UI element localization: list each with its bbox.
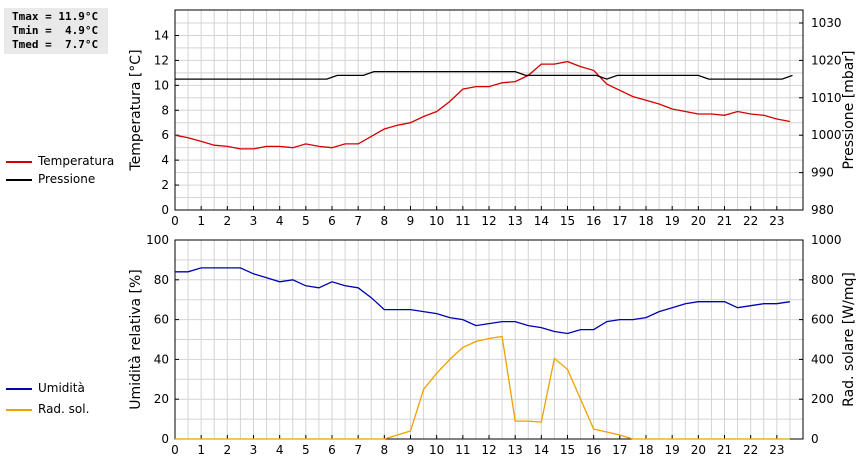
y-tick-label: 20 [154,392,169,406]
x-tick-label: 3 [250,443,258,457]
y2-tick-label: 200 [811,392,834,406]
y2-tick-label: 400 [811,352,834,366]
x-tick-label: 5 [302,443,310,457]
legend-item-umidita: Umidità [6,381,156,397]
stats-box: Tmax = 11.9°C Tmin = 4.9°C Tmed = 7.7°C [4,8,108,54]
y-tick-label: 12 [154,53,169,67]
y-tick-label: 8 [161,103,169,117]
x-tick-label: 21 [717,214,732,228]
y2-tick-label: 1020 [811,53,842,67]
legend-swatch-pressione [6,179,32,181]
x-tick-label: 10 [429,214,444,228]
x-tick-label: 19 [665,443,680,457]
x-tick-label: 17 [612,443,627,457]
x-tick-label: 9 [407,214,415,228]
y2-axis-title: Rad. solare [W/mq] [841,272,857,407]
y2-tick-label: 1000 [811,128,842,142]
x-tick-label: 16 [586,214,601,228]
x-tick-label: 12 [481,214,496,228]
x-tick-label: 4 [276,214,284,228]
x-tick-label: 14 [534,214,549,228]
x-tick-label: 13 [508,443,523,457]
y-tick-label: 0 [161,203,169,217]
y-tick-label: 100 [146,233,169,247]
x-tick-label: 13 [508,214,523,228]
legend-item-pressione: Pressione [6,172,156,188]
series-line-umidit [175,267,790,335]
x-tick-label: 6 [328,443,336,457]
y-tick-label: 60 [154,313,169,327]
x-tick-label: 0 [171,443,179,457]
x-tick-label: 16 [586,443,601,457]
series-line-pressione [175,70,793,80]
y-tick-label: 4 [161,153,169,167]
y-axis-title: Umidità relativa [%] [128,269,144,410]
x-tick-label: 19 [665,214,680,228]
y-tick-label: 2 [161,178,169,192]
x-tick-label: 23 [769,214,784,228]
x-tick-label: 20 [691,443,706,457]
x-tick-label: 10 [429,443,444,457]
y-tick-label: 6 [161,128,169,142]
y2-tick-label: 990 [811,166,834,180]
x-tick-label: 22 [743,443,758,457]
x-tick-label: 5 [302,214,310,228]
x-tick-label: 18 [638,443,653,457]
x-tick-label: 14 [534,443,549,457]
y-axis-title: Temperatura [°C] [128,49,144,171]
x-tick-label: 4 [276,443,284,457]
y2-tick-label: 1030 [811,16,842,30]
x-tick-label: 8 [381,214,389,228]
x-tick-label: 0 [171,214,179,228]
y2-tick-label: 1000 [811,233,842,247]
x-tick-label: 12 [481,443,496,457]
x-tick-label: 1 [197,214,205,228]
y2-tick-label: 980 [811,203,834,217]
x-tick-label: 15 [560,214,575,228]
y-tick-label: 40 [154,352,169,366]
x-tick-label: 2 [224,443,232,457]
x-tick-label: 9 [407,443,415,457]
x-tick-label: 11 [455,214,470,228]
y2-tick-label: 1010 [811,91,842,105]
legend-label-umidita: Umidità [38,381,85,395]
x-tick-label: 17 [612,214,627,228]
y2-tick-label: 800 [811,273,834,287]
y-tick-label: 14 [154,28,169,42]
legend-item-temperatura: Temperatura [6,154,156,170]
x-tick-label: 3 [250,214,258,228]
x-tick-label: 8 [381,443,389,457]
series-line-rad-sol [175,335,790,440]
x-tick-label: 2 [224,214,232,228]
x-tick-label: 23 [769,443,784,457]
tmin-stat: Tmin = 4.9°C [12,24,99,37]
y-tick-label: 80 [154,273,169,287]
x-tick-label: 18 [638,214,653,228]
x-tick-label: 20 [691,214,706,228]
x-tick-label: 15 [560,443,575,457]
x-tick-label: 22 [743,214,758,228]
x-tick-label: 6 [328,214,336,228]
legend-label-rad-sol: Rad. sol. [38,402,90,416]
y-tick-label: 10 [154,78,169,92]
tmax-stat: Tmax = 11.9°C [12,10,99,23]
y-tick-label: 0 [161,432,169,446]
series-line-temperatura [174,60,791,150]
x-tick-label: 1 [197,443,205,457]
y2-tick-label: 600 [811,313,834,327]
tmed-stat: Tmed = 7.7°C [12,38,99,51]
x-tick-label: 11 [455,443,470,457]
legend-swatch-temperatura [6,161,32,163]
x-tick-label: 7 [354,214,362,228]
y2-tick-label: 0 [811,432,819,446]
legend-item-rad-sol: Rad. sol. [6,402,156,418]
x-tick-label: 21 [717,443,732,457]
legend-swatch-umidita [6,388,32,390]
legend-label-temperatura: Temperatura [38,154,115,168]
x-tick-label: 7 [354,443,362,457]
legend-label-pressione: Pressione [38,172,96,186]
y2-axis-title: Pressione [mbar] [841,50,857,169]
legend-swatch-rad-sol [6,409,32,411]
